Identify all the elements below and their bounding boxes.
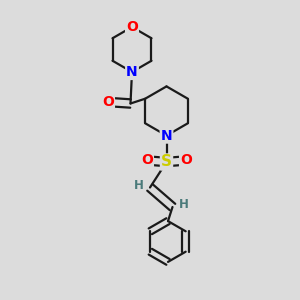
Text: H: H — [179, 198, 189, 211]
Text: O: O — [180, 154, 192, 167]
Text: N: N — [161, 129, 172, 142]
Text: O: O — [102, 95, 114, 109]
Text: S: S — [161, 154, 172, 169]
Text: O: O — [141, 154, 153, 167]
Text: H: H — [134, 178, 143, 192]
Text: O: O — [126, 20, 138, 34]
Text: N: N — [126, 65, 138, 79]
